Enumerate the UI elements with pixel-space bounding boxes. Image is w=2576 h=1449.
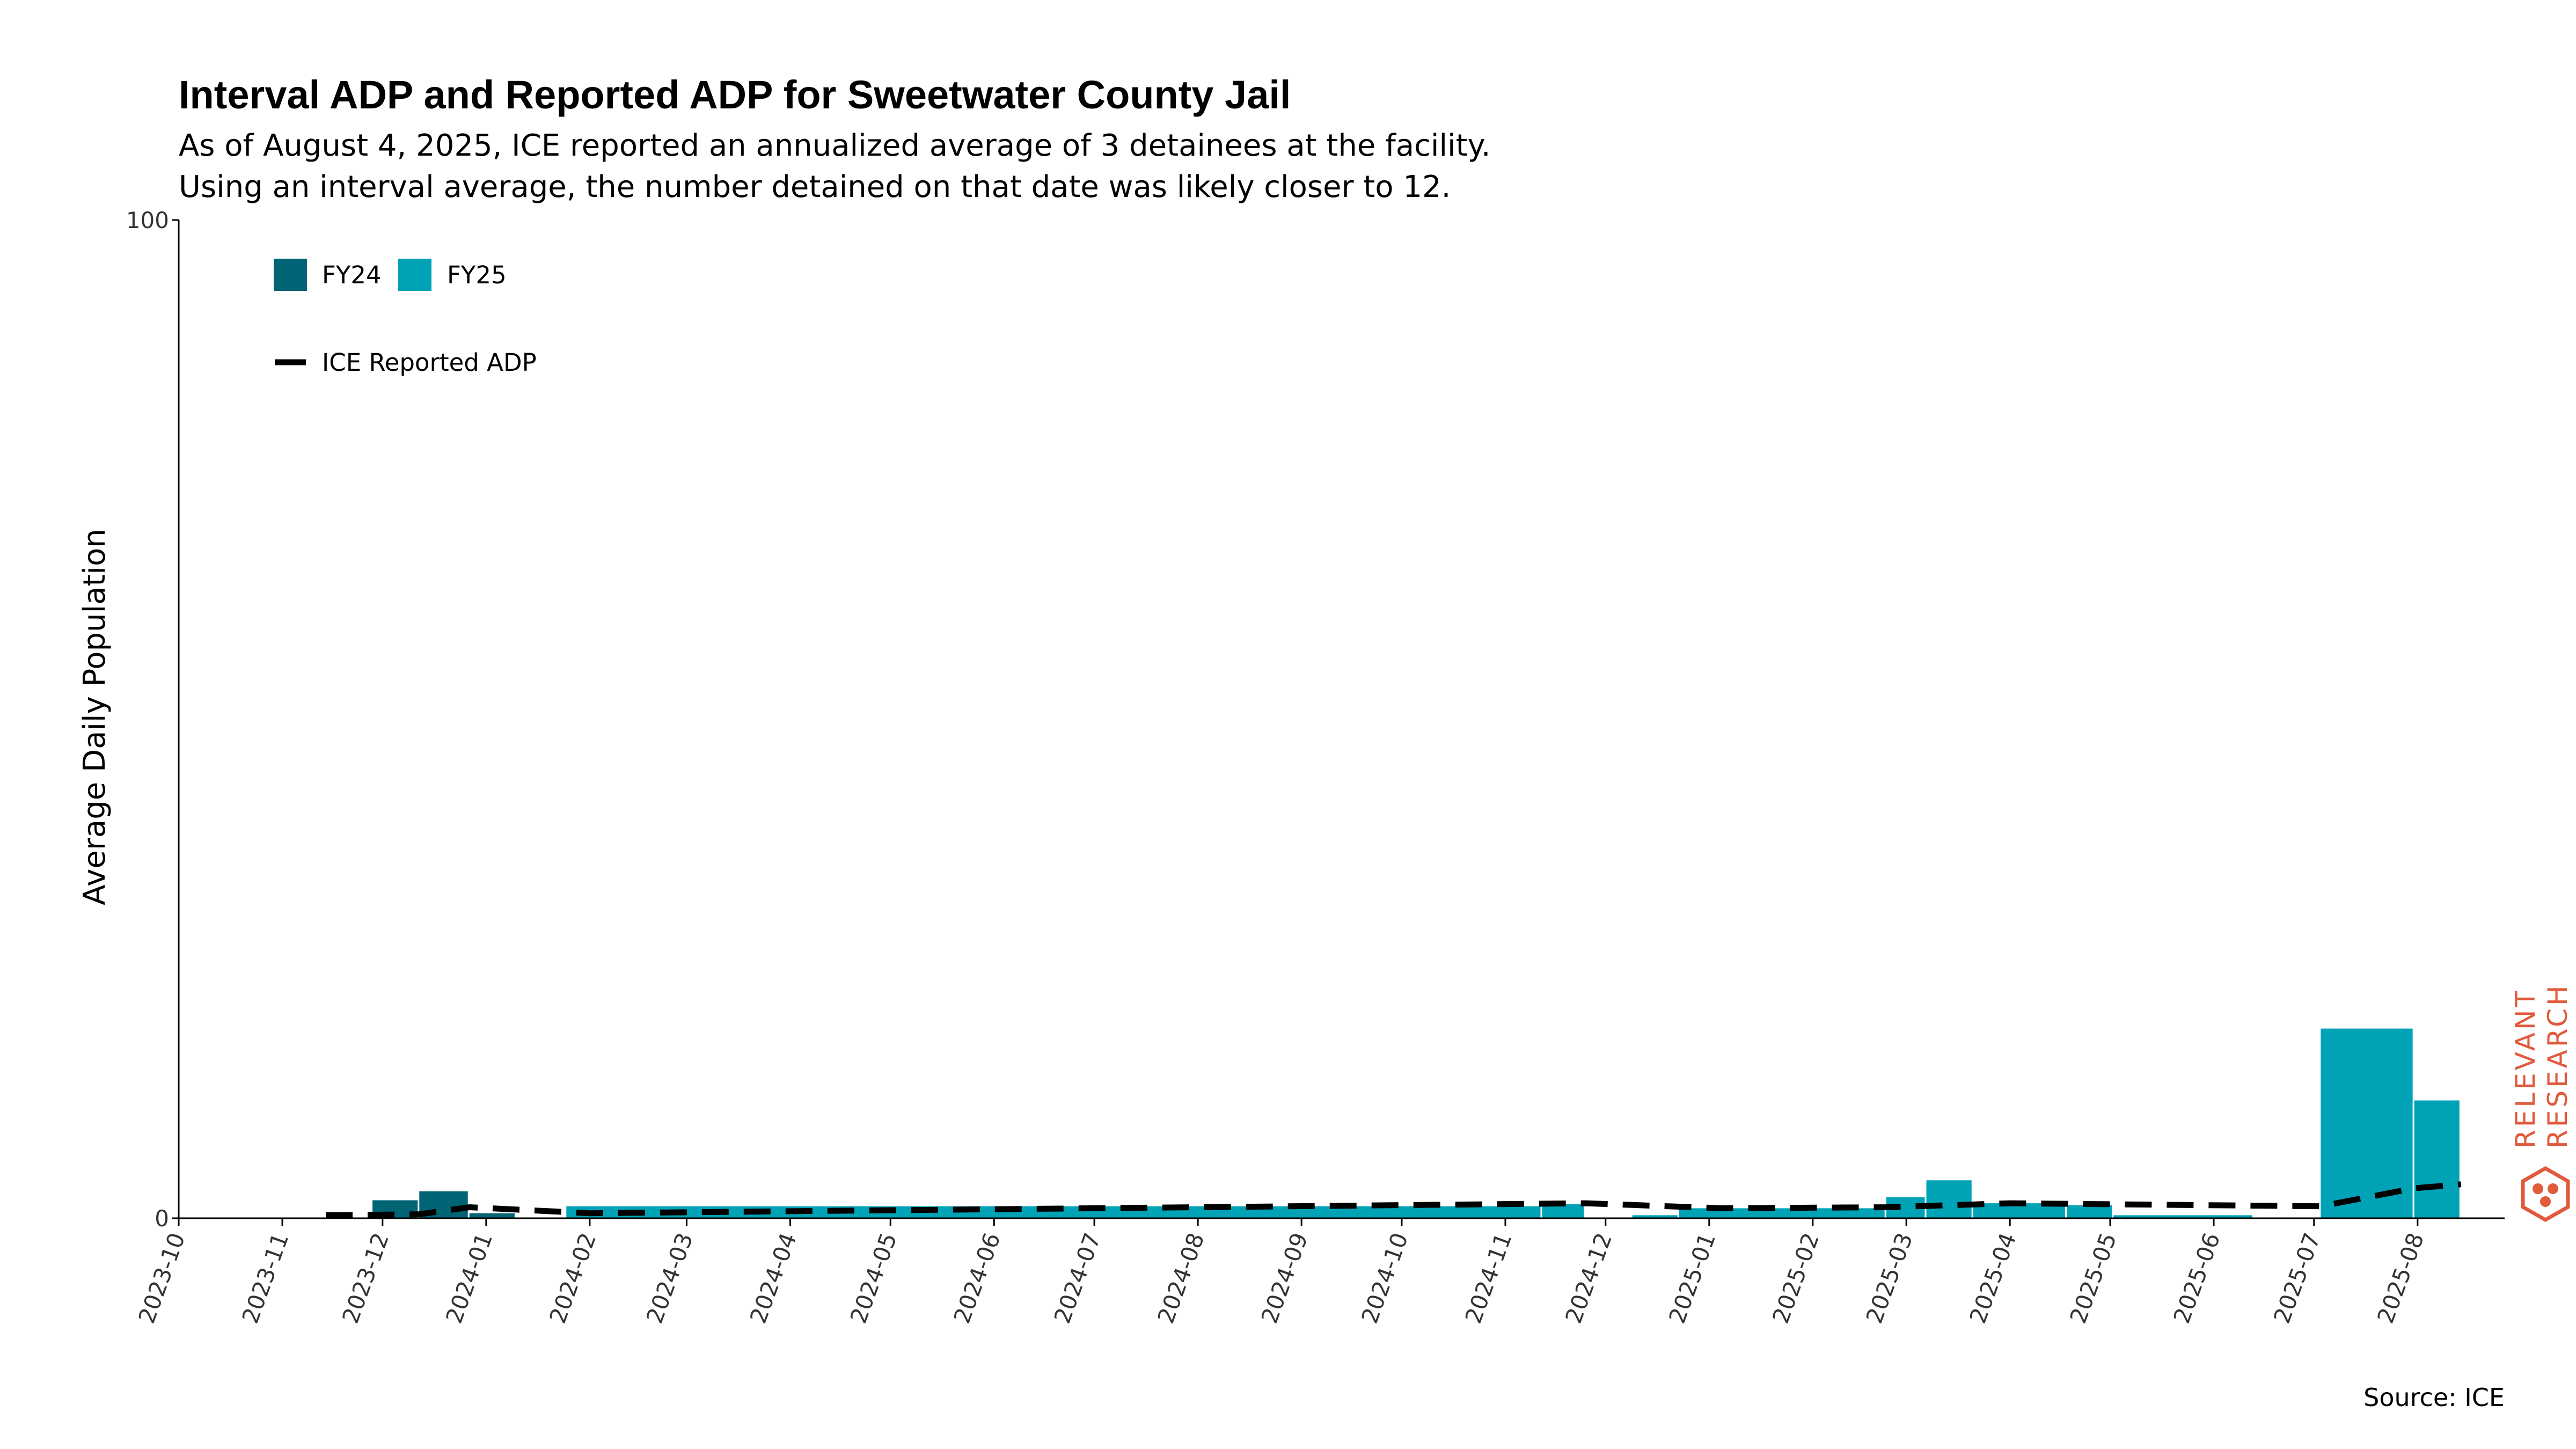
y-tick-label: 0 [155,1205,169,1232]
interval-bars [372,1028,2460,1218]
x-tick-label: 2023-11 [237,1230,294,1327]
brand-logo: RELEVANT RESEARCH [2510,983,2573,1223]
bar-fy25-4 [1542,1204,1584,1218]
x-tick-label: 2024-06 [949,1230,1006,1327]
x-tick-label: 2024-08 [1152,1230,1209,1327]
x-tick-label: 2024-04 [745,1230,802,1327]
bar-fy25-11 [2113,1215,2252,1218]
brand-text-line-1: RELEVANT [2510,988,2541,1148]
x-tick-label: 2025-07 [2268,1230,2325,1327]
x-tick-label: 2025-04 [1965,1230,2022,1327]
x-tick-label: 2024-11 [1460,1230,1517,1327]
x-tick-label: 2025-05 [2065,1230,2121,1327]
chart-subtitle-line-2: Using an interval average, the number de… [179,170,1451,204]
x-tick-label: 2024-02 [544,1230,601,1327]
source-note: Source: ICE [2363,1383,2505,1412]
x-tick-label: 2023-10 [133,1230,190,1327]
legend-swatch-fy24 [274,259,307,291]
brand-text-line-2: RESEARCH [2542,983,2573,1148]
x-tick-label: 2025-02 [1767,1230,1824,1327]
hexagon-logo-icon [2521,1166,2570,1223]
axes [172,219,2505,1226]
bar-fy25-10 [2067,1205,2112,1218]
x-tick-label: 2024-09 [1256,1230,1313,1327]
legend-swatch-fy25 [398,259,431,291]
bar-fy24-2 [469,1213,515,1218]
bar-fy25-12 [2321,1028,2413,1218]
legend: FY24 FY25 ICE Reported ADP [274,259,537,377]
x-tick-label: 2024-07 [1049,1230,1106,1327]
x-tick-label: 2025-06 [2168,1230,2225,1327]
x-tick-label: 2024-12 [1560,1230,1617,1327]
legend-label-fy24: FY24 [322,261,382,289]
legend-label-fy25: FY25 [447,261,507,289]
y-axis-label: Average Daily Population [77,529,112,905]
x-tick-label: 2023-12 [337,1230,394,1327]
x-tick-label: 2024-10 [1356,1230,1413,1327]
y-tick-label: 100 [126,207,169,233]
x-tick-label: 2025-01 [1664,1230,1721,1327]
bar-fy25-5 [1632,1215,1678,1218]
legend-label-reported-adp: ICE Reported ADP [322,348,537,377]
x-tick-label: 2024-01 [441,1230,497,1327]
x-tick-label: 2024-03 [641,1230,698,1327]
x-tick-label: 2025-03 [1861,1230,1918,1327]
chart-title: Interval ADP and Reported ADP for Sweetw… [179,72,1291,117]
x-tick-label: 2024-05 [845,1230,902,1327]
bar-fy25-8 [1926,1180,1972,1218]
bar-fy25-13 [2414,1100,2460,1218]
chart-subtitle-line-1: As of August 4, 2025, ICE reported an an… [179,128,1491,163]
x-tick-label: 2025-08 [2372,1230,2429,1327]
